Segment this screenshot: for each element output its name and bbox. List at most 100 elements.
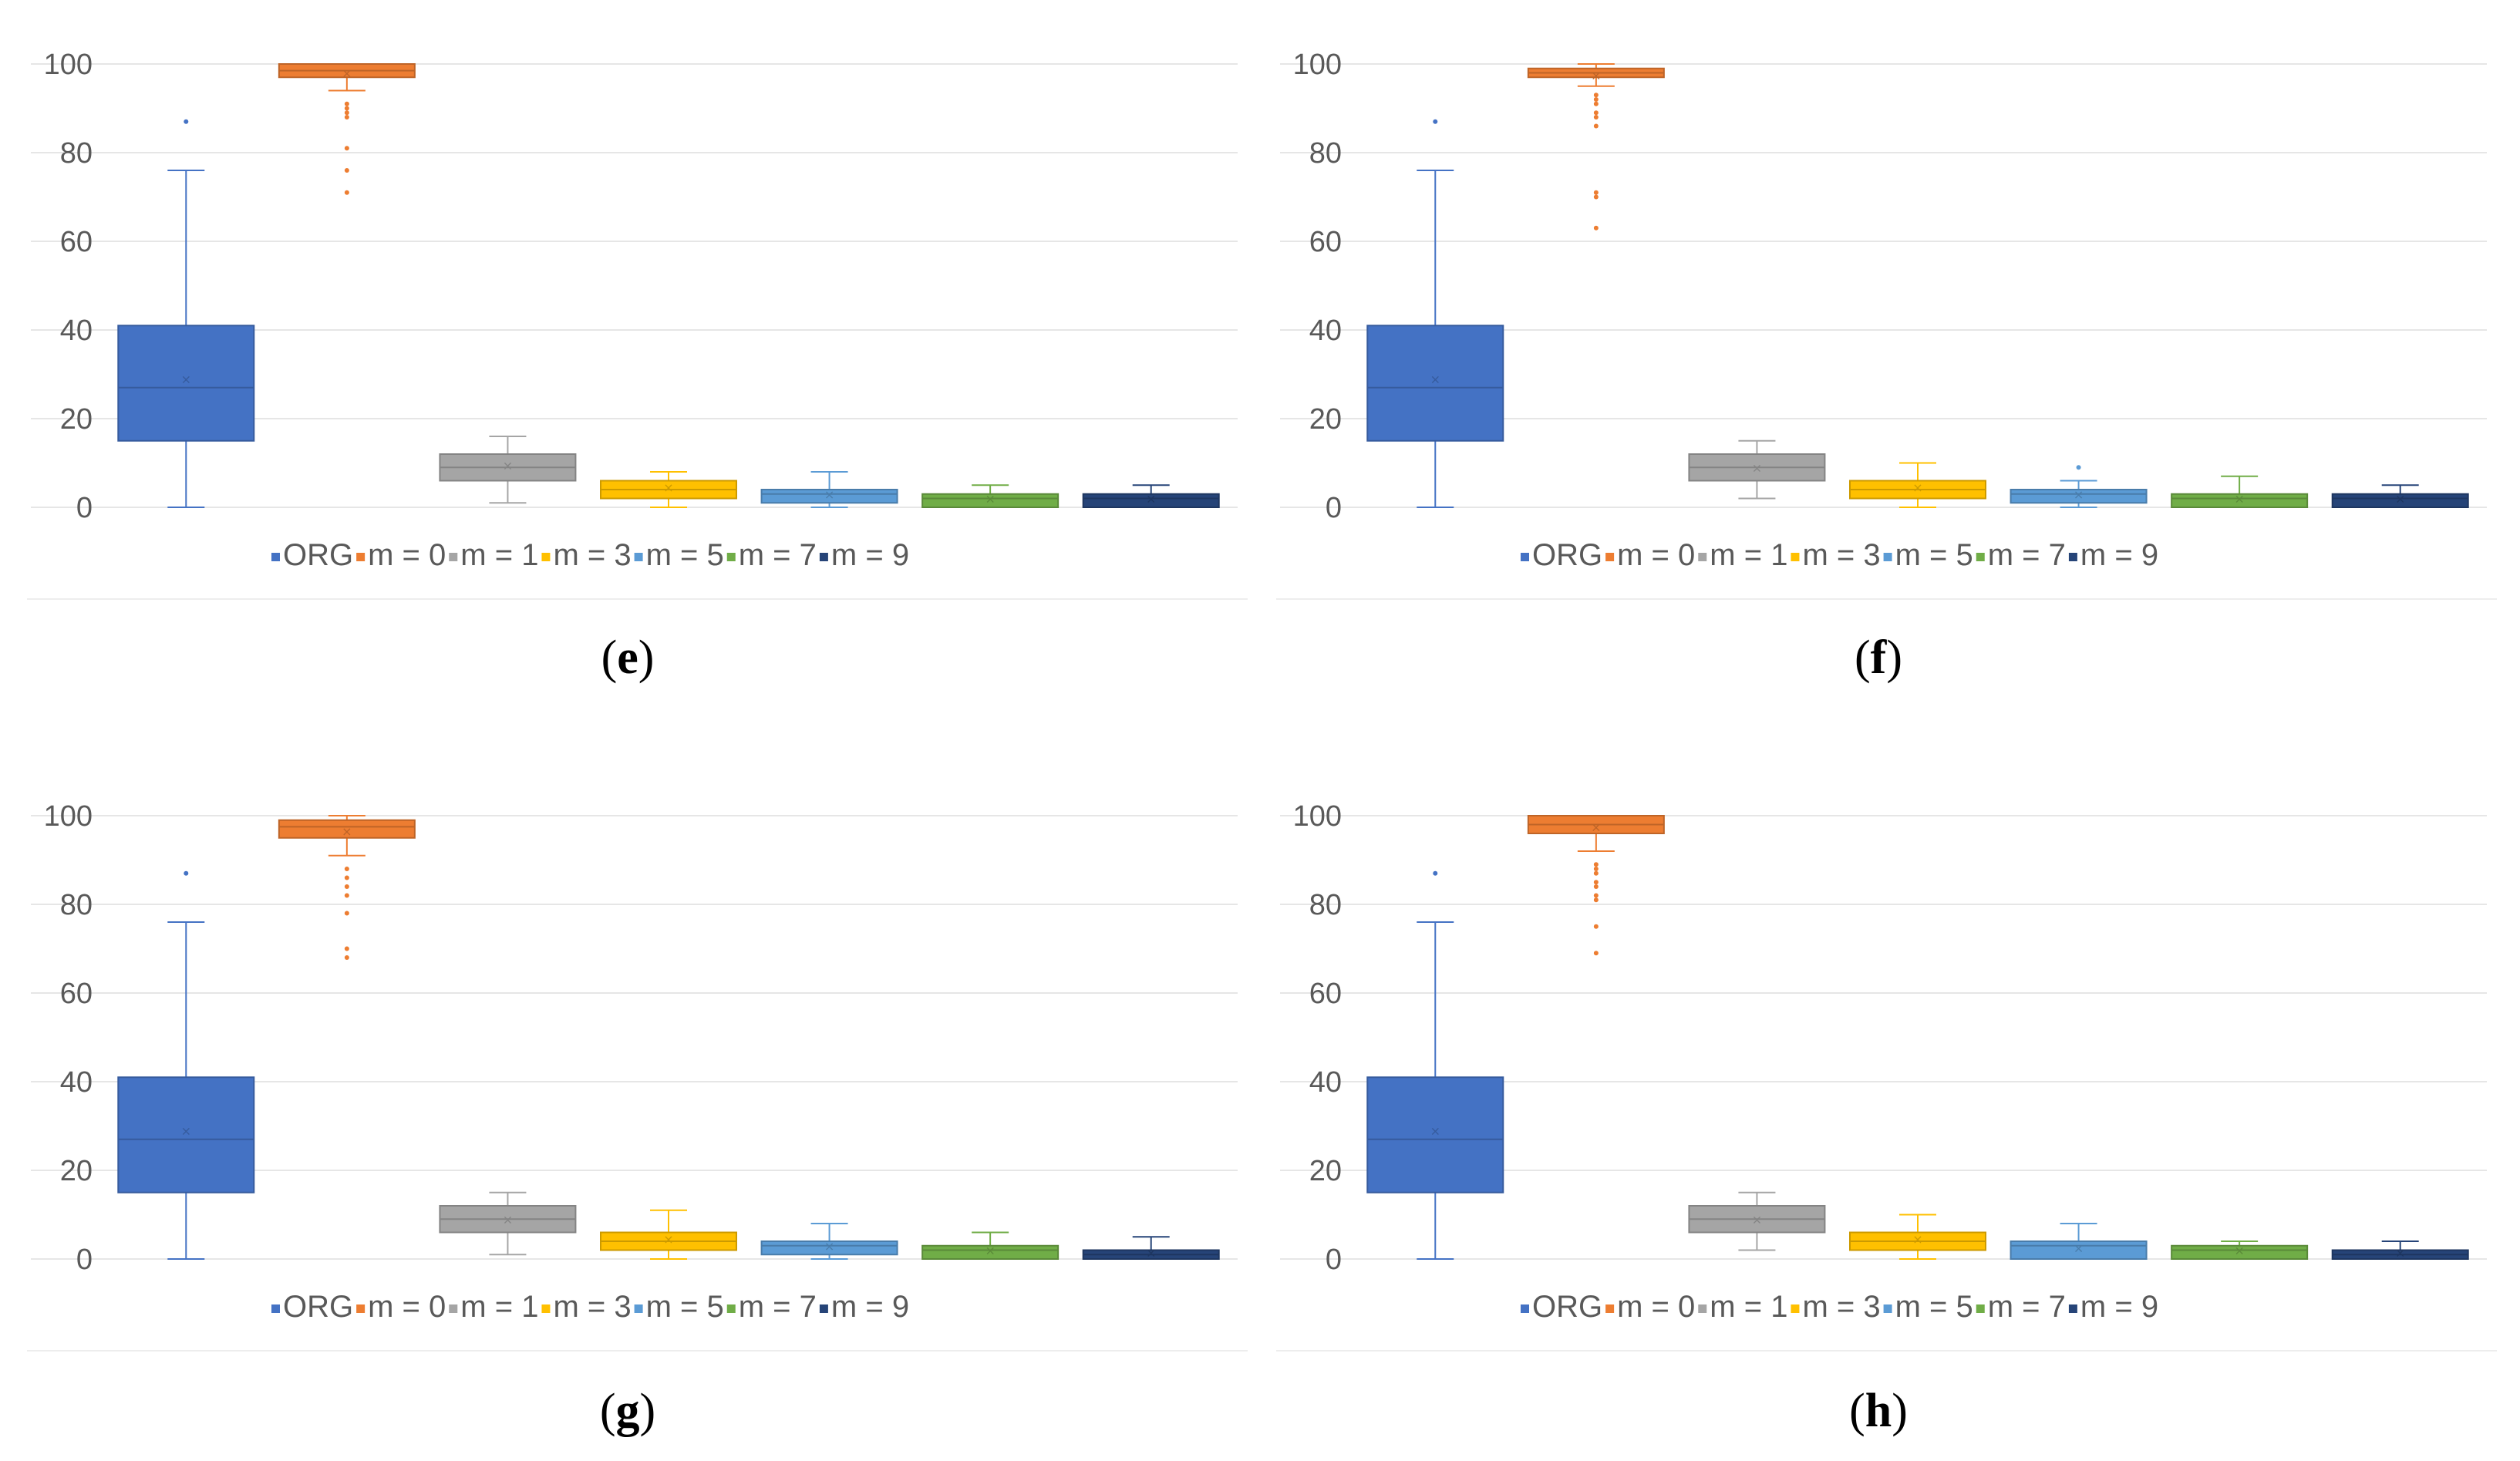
legend-swatch: [356, 553, 366, 561]
boxplot-chart-e: 0 20 40 60 80 100 × × × × × × × ORG m = 0 m = 1 m = 3 m =…: [27, 49, 1248, 600]
outlier-point: [344, 875, 349, 880]
y-tick-label: 20: [1309, 1155, 1342, 1187]
mean-marker: ×: [1146, 492, 1156, 507]
legend-label: m = 7: [739, 538, 817, 572]
y-tick-label: 0: [1326, 1244, 1342, 1276]
outlier-point: [1593, 97, 1599, 102]
outlier-point: [344, 106, 349, 111]
mean-marker: ×: [2395, 492, 2405, 507]
box-m9: ×: [1082, 1236, 1220, 1260]
box-m9: ×: [1082, 484, 1220, 508]
legend-label: m = 3: [1802, 1290, 1880, 1324]
y-tick-label: 80: [1309, 137, 1342, 170]
box-m3: ×: [1849, 462, 1986, 508]
legend-swatch: [1698, 553, 1707, 561]
outlier-point: [344, 867, 349, 871]
legend-label: m = 1: [460, 1290, 538, 1324]
legend-label: m = 5: [1895, 1290, 1973, 1324]
box-iqr: [760, 489, 898, 504]
legend-swatch: [726, 553, 736, 561]
mean-marker: ×: [1752, 1212, 1762, 1227]
outlier-point: [1593, 880, 1599, 885]
box-iqr: [2171, 493, 2309, 508]
y-tick-label: 60: [1309, 226, 1342, 258]
box-m5: ×: [760, 471, 898, 508]
legend-label: m = 5: [646, 1290, 724, 1324]
outlier-point: [344, 911, 349, 916]
y-tick-label: 100: [44, 49, 93, 81]
outlier-point: [1593, 110, 1599, 116]
legend-label: m = 1: [460, 538, 538, 572]
y-tick-label: 80: [60, 137, 93, 170]
legend-swatch: [634, 1304, 643, 1313]
box-m1: ×: [439, 436, 577, 504]
y-tick-label: 80: [1309, 889, 1342, 921]
y-tick-label: 60: [60, 978, 93, 1010]
legend-label: m = 9: [2080, 1290, 2158, 1324]
y-tick-label: 100: [44, 800, 93, 833]
mean-marker: ×: [2234, 1244, 2244, 1258]
y-tick-label: 0: [1326, 492, 1342, 524]
outlier-point: [1593, 862, 1599, 867]
outlier-point: [1593, 924, 1599, 929]
mean-marker: ×: [1591, 68, 1601, 82]
y-tick-label: 100: [1293, 800, 1342, 833]
legend-swatch: [271, 1304, 280, 1313]
outlier-point: [1593, 867, 1599, 871]
legend-label: ORG: [1532, 538, 1602, 572]
outlier-point: [1593, 115, 1599, 120]
mean-marker: ×: [1146, 1245, 1156, 1260]
outlier-point: [1593, 893, 1599, 898]
box-iqr: [117, 1076, 255, 1193]
outlier-point: [344, 101, 349, 106]
legend-label: m = 9: [831, 1290, 909, 1324]
box-ORG: ×: [117, 870, 255, 1260]
y-tick-label: 100: [1293, 49, 1342, 81]
box-m3: ×: [600, 1209, 737, 1260]
legend-label: m = 7: [1988, 538, 2066, 572]
box-iqr: [1082, 493, 1220, 508]
outlier-point: [1593, 897, 1599, 903]
box-m1: ×: [1688, 439, 1826, 500]
box-m3: ×: [600, 471, 737, 508]
legend-swatch: [541, 553, 551, 561]
box-iqr: [921, 1244, 1060, 1260]
legend-swatch: [1791, 553, 1800, 561]
legend-swatch: [1521, 553, 1529, 561]
legend-label: m = 0: [368, 538, 446, 572]
y-tick-label: 60: [1309, 978, 1342, 1010]
outlier-point: [344, 955, 349, 960]
y-tick-label: 40: [60, 1066, 93, 1099]
y-tick-label: 0: [76, 492, 93, 524]
legend-label: m = 9: [831, 538, 909, 572]
mean-marker: ×: [342, 66, 352, 81]
box-m3: ×: [1849, 1214, 1986, 1260]
outlier-point: [344, 115, 349, 120]
box-m0: ×: [278, 63, 416, 195]
mean-marker: ×: [663, 1232, 673, 1247]
legend-swatch: [541, 1304, 551, 1313]
box-m5: ×: [2010, 1223, 2148, 1260]
legend-swatch: [1605, 553, 1615, 561]
mean-marker: ×: [2074, 487, 2084, 502]
legend-swatch: [819, 1304, 828, 1313]
legend-swatch: [356, 1304, 366, 1313]
box-ORG: ×: [1366, 870, 1504, 1260]
legend-label: m = 1: [1710, 538, 1787, 572]
legend-label: ORG: [283, 1290, 353, 1324]
y-tick-label: 40: [60, 315, 93, 347]
caption-e: (e): [601, 631, 655, 684]
legend-label: m = 9: [2080, 538, 2158, 572]
legend-swatch: [2068, 1304, 2077, 1313]
box-m1: ×: [1688, 1191, 1826, 1251]
legend-swatch: [1521, 1304, 1529, 1313]
chart-panel-f: 0 20 40 60 80 100 × × × × × × × ORG m = 0 m = 1 m = 3 m =…: [1249, 0, 2509, 617]
caption-letter-e: e: [617, 631, 638, 684]
outlier-point: [1433, 119, 1438, 124]
y-tick-label: 20: [60, 403, 93, 436]
mean-marker: ×: [663, 480, 673, 495]
box-iqr: [760, 1241, 898, 1256]
boxplot-chart-h: 0 20 40 60 80 100 × × × × × × × ORG m = 0 m = 1 m = 3 m =…: [1276, 800, 2497, 1352]
outlier-point: [1593, 225, 1599, 231]
legend-label: m = 3: [1802, 538, 1880, 572]
